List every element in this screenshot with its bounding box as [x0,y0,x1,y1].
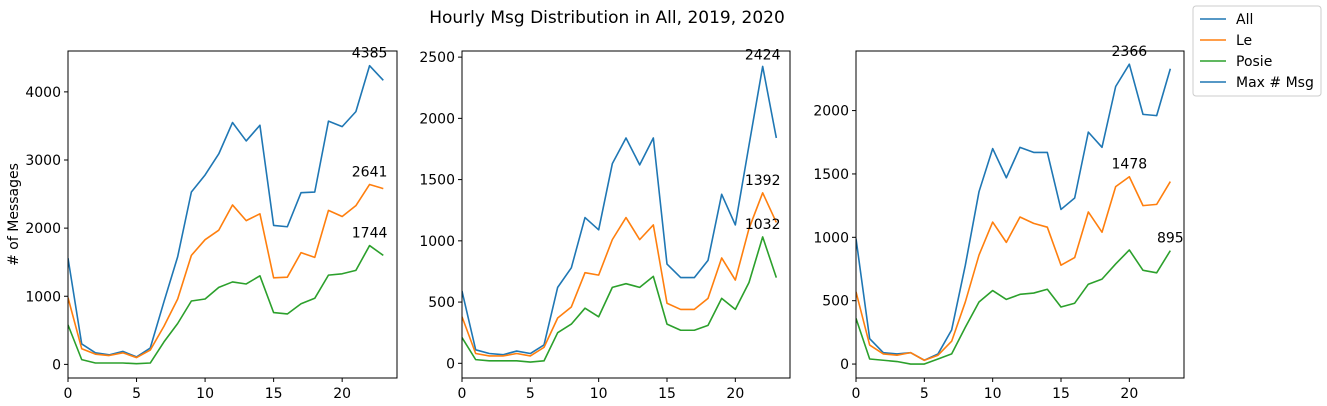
x-tick-label: 15 [265,386,283,402]
max-annotation: 2424 [745,47,781,63]
x-tick-label: 5 [526,386,535,402]
max-annotation: 4385 [352,46,388,62]
y-tick-label: 2000 [813,104,849,120]
y-tick-label: 2500 [419,50,455,66]
y-tick-label: 0 [52,357,61,373]
y-tick-label: 2000 [25,221,61,237]
max-annotation: 895 [1157,231,1184,247]
x-tick-label: 15 [1052,386,1070,402]
y-axis-label: # of Messages [6,163,22,266]
y-tick-label: 0 [446,356,455,372]
y-tick-label: 1500 [419,173,455,189]
x-tick-label: 10 [984,386,1002,402]
max-annotation: 1392 [745,173,781,189]
chart-panel-2: 0 5 10 15 20 0 500 1000 1500 2000 2500 2424 1392 1032 [419,47,791,402]
y-tick-label: 1000 [25,289,61,305]
x-tick-label: 20 [333,386,351,402]
x-tick-label: 5 [132,386,141,402]
y-tick-label: 0 [840,357,849,373]
figure-title: Hourly Msg Distribution in All, 2019, 20… [429,8,785,28]
max-annotation: 1478 [1112,157,1148,173]
legend: All Le Posie Max # Msg [1192,5,1322,97]
x-tick-label: 15 [658,386,676,402]
x-tick-label: 0 [852,386,861,402]
x-tick-label: 20 [1120,386,1138,402]
x-tick-label: 10 [196,386,214,402]
axes-frame [855,50,1185,379]
x-tick-label: 10 [590,386,608,402]
y-tick-label: 4000 [25,85,61,101]
axes-frame [461,50,791,379]
axes-frame [67,50,398,379]
legend-frame [1192,5,1322,97]
x-tick-label: 5 [920,386,929,402]
y-tick-label: 500 [822,294,849,310]
series-line-all [462,65,778,356]
max-annotation: 2641 [352,164,388,180]
x-tick-label: 20 [726,386,744,402]
legend-label-all: All [1236,12,1253,28]
y-tick-label: 1000 [419,234,455,250]
series-line-all [68,64,384,358]
legend-label-posie: Posie [1236,54,1272,70]
max-annotation: 1032 [745,217,781,233]
y-tick-label: 3000 [25,153,61,169]
series-line-posie [462,236,778,363]
series-line-le [856,175,1172,362]
x-tick-label: 0 [64,386,73,402]
chart-panel-3: 0 5 10 15 20 0 500 1000 1500 2000 2366 1478 895 [813,44,1185,402]
series-line-le [462,192,778,357]
series-line-posie [68,244,384,365]
y-tick-label: 1500 [813,167,849,183]
legend-label-max-msg: Max # Msg [1236,75,1314,91]
x-tick-label: 0 [458,386,467,402]
chart-panel-1: 0 5 10 15 20 0 1000 2000 3000 4000 4385 2641 1744 # o… [6,46,398,402]
y-tick-label: 1000 [813,230,849,246]
series-line-le [68,183,384,359]
max-annotation: 1744 [352,226,388,242]
legend-label-le: Le [1236,33,1252,49]
series-line-posie [856,249,1172,365]
y-tick-label: 2000 [419,111,455,127]
y-tick-label: 500 [428,295,455,311]
max-annotation: 2366 [1112,44,1148,60]
series-line-all [856,63,1172,362]
